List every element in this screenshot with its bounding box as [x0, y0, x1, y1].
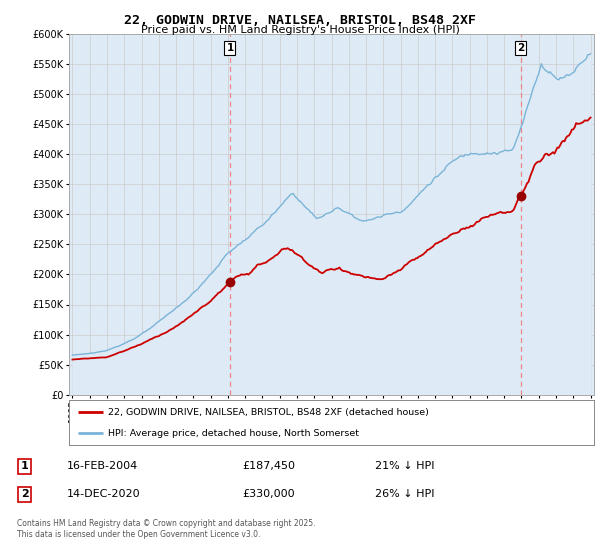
- Text: 21% ↓ HPI: 21% ↓ HPI: [375, 461, 434, 472]
- Text: £187,450: £187,450: [242, 461, 295, 472]
- Text: £330,000: £330,000: [242, 489, 295, 499]
- Text: 2: 2: [21, 489, 29, 499]
- Text: 1: 1: [21, 461, 29, 472]
- Text: 14-DEC-2020: 14-DEC-2020: [67, 489, 140, 499]
- Text: 16-FEB-2004: 16-FEB-2004: [67, 461, 138, 472]
- Text: HPI: Average price, detached house, North Somerset: HPI: Average price, detached house, Nort…: [109, 428, 359, 437]
- Text: 26% ↓ HPI: 26% ↓ HPI: [375, 489, 434, 499]
- Text: 22, GODWIN DRIVE, NAILSEA, BRISTOL, BS48 2XF (detached house): 22, GODWIN DRIVE, NAILSEA, BRISTOL, BS48…: [109, 408, 429, 417]
- Text: 2: 2: [517, 43, 524, 53]
- Text: Price paid vs. HM Land Registry's House Price Index (HPI): Price paid vs. HM Land Registry's House …: [140, 25, 460, 35]
- Text: Contains HM Land Registry data © Crown copyright and database right 2025.
This d: Contains HM Land Registry data © Crown c…: [17, 519, 315, 539]
- Text: 1: 1: [226, 43, 233, 53]
- Text: 22, GODWIN DRIVE, NAILSEA, BRISTOL, BS48 2XF: 22, GODWIN DRIVE, NAILSEA, BRISTOL, BS48…: [124, 14, 476, 27]
